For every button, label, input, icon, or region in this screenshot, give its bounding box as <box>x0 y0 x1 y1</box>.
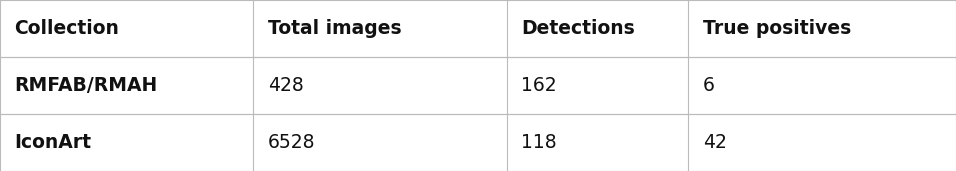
Text: 42: 42 <box>703 133 727 152</box>
Text: 162: 162 <box>521 76 556 95</box>
Text: True positives: True positives <box>703 19 851 38</box>
Bar <box>688 114 956 171</box>
Bar <box>688 57 956 114</box>
Bar <box>253 57 507 114</box>
Bar <box>507 114 688 171</box>
Text: Detections: Detections <box>521 19 635 38</box>
Text: Collection: Collection <box>14 19 120 38</box>
Text: 6528: 6528 <box>268 133 315 152</box>
Text: 118: 118 <box>521 133 556 152</box>
Bar <box>253 0 507 57</box>
Bar <box>688 0 956 57</box>
Text: RMFAB/RMAH: RMFAB/RMAH <box>14 76 158 95</box>
Bar <box>0 57 253 114</box>
Text: 428: 428 <box>268 76 303 95</box>
Bar <box>0 0 253 57</box>
Text: Total images: Total images <box>268 19 402 38</box>
Text: IconArt: IconArt <box>14 133 92 152</box>
Bar <box>507 0 688 57</box>
Bar <box>253 114 507 171</box>
Bar <box>0 114 253 171</box>
Bar <box>507 57 688 114</box>
Text: 6: 6 <box>703 76 714 95</box>
